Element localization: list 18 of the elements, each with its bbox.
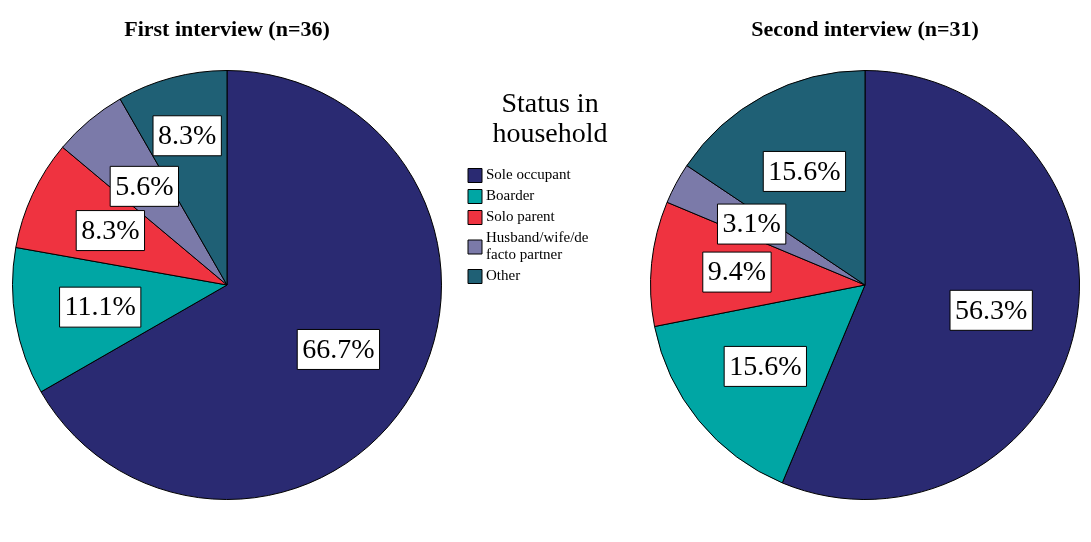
legend-label: Sole occupant	[486, 165, 572, 182]
data-label: 3.1%	[722, 207, 781, 239]
slice-label: Second interview (n=31)	[751, 15, 979, 41]
legend-label: Boarder	[486, 186, 535, 203]
data-label: 9.4%	[707, 255, 767, 287]
legend-label: Husband/wife/de facto partner	[486, 228, 589, 262]
slice-label: First interview (n=36)	[124, 15, 330, 41]
data-label: 8.3%	[158, 119, 217, 151]
data-label: 56.3%	[955, 293, 1028, 325]
data-label: 15.6%	[768, 154, 841, 186]
data-label: 15.6%	[729, 349, 802, 381]
legend-label: Solo parent	[486, 207, 556, 224]
data-label: 11.1%	[64, 290, 136, 322]
legend-label: Other	[486, 266, 521, 283]
data-label: 8.3%	[81, 213, 140, 245]
data-label: 5.6%	[115, 169, 174, 201]
legend-title: Status in household	[492, 87, 608, 149]
data-label: 66.7%	[302, 332, 375, 364]
